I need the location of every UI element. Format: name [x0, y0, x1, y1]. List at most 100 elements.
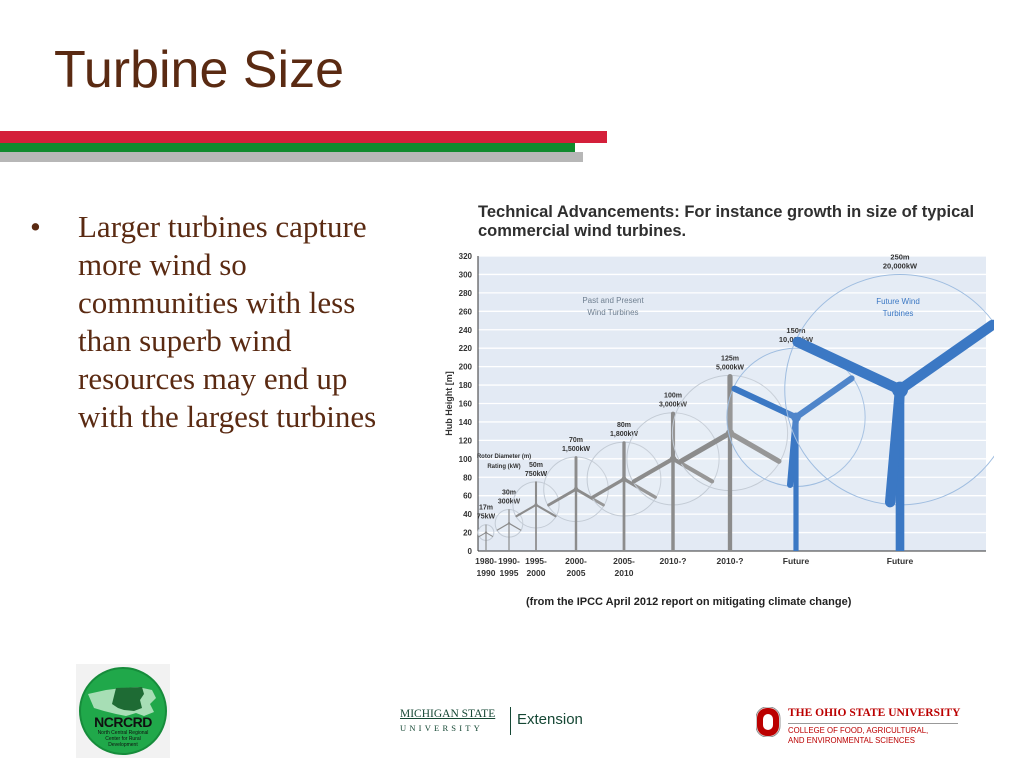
turbine-blade	[792, 336, 906, 395]
y-tick-label: 300	[459, 270, 473, 279]
group-label-future: Future Wind	[876, 297, 920, 306]
turbine-hub	[891, 381, 909, 398]
rotor-diameter-label: 30m	[502, 490, 516, 497]
y-tick-label: 280	[459, 289, 473, 298]
rating-label: 20,000kW	[883, 261, 918, 270]
turbine-blade	[622, 477, 657, 499]
x-tick-label: 2005	[567, 568, 586, 578]
group-label-past: Past and Present	[582, 296, 644, 305]
y-tick-label: 120	[459, 436, 473, 445]
title-rule-green	[0, 143, 575, 152]
y-tick-label: 80	[463, 473, 472, 482]
turbine-blade	[631, 456, 676, 484]
x-tick-label: 1990-	[498, 556, 520, 566]
x-tick-label: 1995	[500, 568, 519, 578]
msu-extension-label: Extension	[517, 711, 583, 728]
turbine-blade	[727, 430, 782, 464]
y-tick-label: 220	[459, 344, 473, 353]
bullet-item: Larger turbines capture more wind so com…	[30, 208, 390, 436]
turbine-blade	[884, 384, 906, 508]
y-tick-label: 240	[459, 326, 473, 335]
rotor-diameter-label: 80m	[617, 422, 631, 429]
rotor-diameter-label: 100m	[664, 393, 682, 400]
osu-name: THE OHIO STATE UNIVERSITY	[788, 707, 961, 719]
y-tick-label: 40	[463, 510, 472, 519]
turbine-blade	[894, 319, 994, 395]
group-label-past: Wind Turbines	[587, 308, 638, 317]
group-label-future: Turbines	[883, 309, 914, 318]
figure-title: Technical Advancements: For instance gro…	[478, 203, 975, 240]
turbine-hub	[507, 522, 511, 525]
y-tick-label: 320	[459, 252, 473, 261]
bullet-list: Larger turbines capture more wind so com…	[30, 208, 390, 436]
y-tick-label: 180	[459, 381, 473, 390]
rating-label: 750kW	[525, 471, 548, 478]
rating-label: 3,000kW	[659, 402, 687, 409]
msu-divider	[510, 707, 511, 735]
y-tick-label: 20	[463, 529, 472, 538]
legend-label: Rotor Diameter (m)	[477, 454, 531, 460]
legend-label: Rating (kW)	[487, 464, 520, 470]
rotor-diameter-label: 70m	[569, 437, 583, 444]
block-o-icon	[756, 707, 781, 737]
osu-logo: THE OHIO STATE UNIVERSITY COLLEGE OF FOO…	[756, 704, 966, 750]
turbine-chart: 0 20 40 60 80 100 120 140 160 180 200 220 240 260 280 3…	[444, 252, 994, 578]
rotor-diameter-label: 150m	[786, 326, 806, 335]
y-tick-label: 160	[459, 400, 473, 409]
x-tick-label: 2010	[615, 568, 634, 578]
osu-college: COLLEGE OF FOOD, AGRICULTURAL, AND ENVIR…	[788, 726, 928, 746]
turbine-hub	[791, 412, 801, 423]
x-tick-label: 1980-	[475, 556, 497, 566]
turbine-blade	[515, 503, 538, 518]
rating-label: 1,800kW	[610, 431, 638, 438]
y-tick-label: 0	[468, 547, 473, 556]
turbine-blade	[792, 375, 855, 421]
turbine-blade	[731, 385, 800, 421]
turbine-blade	[534, 503, 557, 518]
us-map-icon	[79, 667, 167, 755]
turbine-blade	[496, 522, 510, 531]
turbine-blade	[478, 532, 487, 537]
x-tick-label: Future	[783, 556, 810, 566]
turbine-hub	[621, 476, 627, 482]
y-tick-label: 260	[459, 307, 473, 316]
rotor-diameter-label: 250m	[890, 252, 910, 261]
rotor-diameter-label: 17m	[479, 505, 493, 512]
turbine-blade	[485, 532, 494, 537]
x-tick-label: 2010-?	[717, 556, 744, 566]
turbine-hub	[573, 486, 579, 492]
x-tick-label: Future	[887, 556, 914, 566]
y-tick-label: 100	[459, 455, 473, 464]
rating-label: 1,500kW	[562, 446, 590, 453]
x-tick-label: 1995-	[525, 556, 547, 566]
turbine-hub	[534, 503, 538, 507]
x-tick-label: 2010-?	[660, 556, 687, 566]
rating-label: 300kW	[498, 499, 521, 506]
msu-extension-logo: MICHIGAN STATE UNIVERSITY Extension	[400, 706, 600, 736]
slide-title: Turbine Size	[54, 41, 344, 99]
turbine-blade	[574, 487, 605, 507]
msu-name-line1: MICHIGAN STATE	[400, 708, 496, 720]
turbine-blade	[786, 414, 800, 488]
figure-caption: (from the IPCC April 2012 report on miti…	[526, 596, 852, 608]
ncrcrd-logo: NCRCRD North Central Regional Center for…	[76, 664, 170, 758]
osu-rule	[788, 723, 958, 724]
osu-college-line2: AND ENVIRONMENTAL SCIENCES	[788, 736, 915, 745]
ncrcrd-subtitle: North Central Regional Center for Rural …	[97, 730, 149, 748]
y-axis-label: Hub Height [m]	[444, 371, 454, 436]
turbine-blade	[547, 487, 578, 507]
rating-label: 75kW	[477, 514, 496, 521]
rotor-diameter-label: 125m	[721, 355, 739, 362]
turbine-hub	[669, 455, 677, 463]
x-tick-label: 2000-	[565, 556, 587, 566]
turbine-figure: Technical Advancements: For instance gro…	[438, 198, 994, 618]
turbine-blade	[591, 477, 626, 499]
y-tick-label: 140	[459, 418, 473, 427]
x-tick-label: 2005-	[613, 556, 635, 566]
title-rule-gray	[0, 152, 583, 162]
title-rule-red	[0, 131, 607, 143]
x-tick-label: 2000	[527, 568, 546, 578]
turbine-blade	[678, 430, 733, 464]
rotor-diameter-label: 50m	[529, 462, 543, 469]
msu-name-line2: UNIVERSITY	[400, 723, 483, 733]
